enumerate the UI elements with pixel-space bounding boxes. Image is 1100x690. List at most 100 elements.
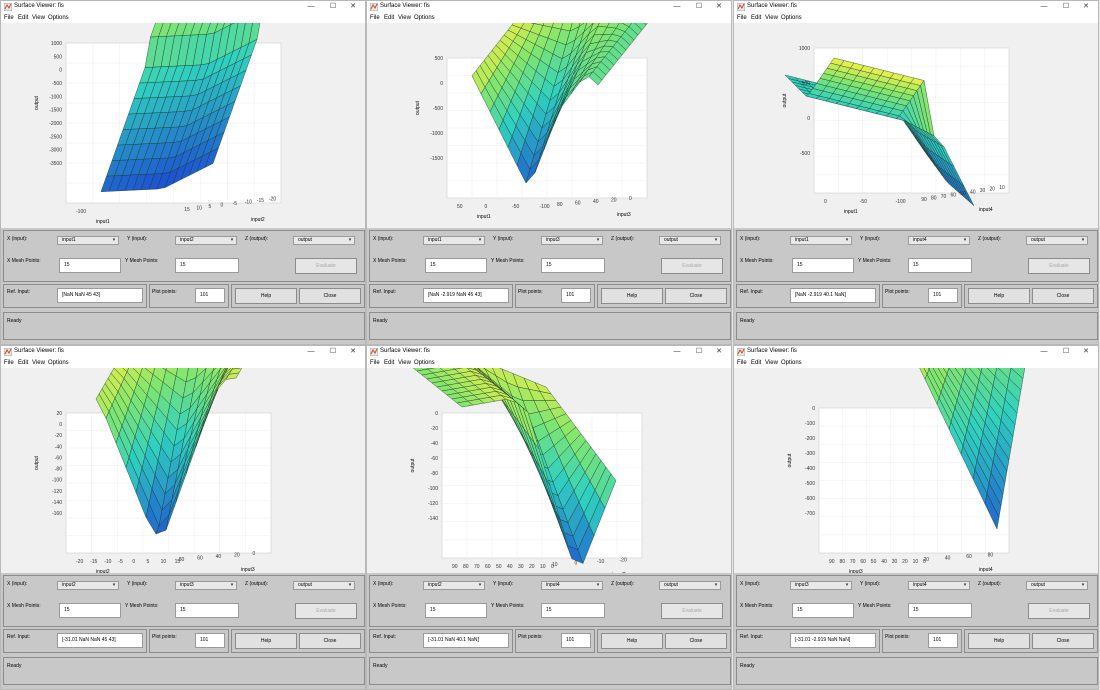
plot-area[interactable]: 1000 500 0 -500 output 0 -50 -100 input1 90 80 70 60… (734, 23, 1098, 228)
z-output-select[interactable]: output ▾ (1026, 236, 1088, 245)
menu-item-edit[interactable]: Edit (18, 15, 29, 21)
help-button[interactable]: Help (601, 633, 663, 649)
evaluate-button[interactable]: Evaluate (295, 603, 357, 619)
z-output-select[interactable]: output ▾ (293, 236, 355, 245)
maximize-button[interactable]: ☐ (329, 348, 337, 355)
minimize-button[interactable]: — (1040, 348, 1048, 355)
menu-item-edit[interactable]: Edit (384, 360, 395, 366)
close-window-button[interactable]: ✕ (716, 3, 722, 10)
y-input-select[interactable]: input4 ▾ (541, 581, 603, 590)
close-window-button[interactable]: ✕ (350, 348, 356, 355)
y-input-select[interactable]: input3 ▾ (541, 236, 603, 245)
minimize-button[interactable]: — (307, 3, 315, 10)
maximize-button[interactable]: ☐ (329, 3, 337, 10)
minimize-button[interactable]: — (673, 348, 681, 355)
close-button[interactable]: Close (299, 288, 361, 304)
close-button[interactable]: Close (1032, 288, 1094, 304)
menu-item-edit[interactable]: Edit (751, 15, 762, 21)
y-mesh-field[interactable]: 15 (175, 258, 239, 273)
z-output-select[interactable]: output ▾ (659, 236, 721, 245)
evaluate-button[interactable]: Evaluate (661, 603, 723, 619)
plot-points-field[interactable]: 101 (195, 633, 225, 648)
close-window-button[interactable]: ✕ (1083, 3, 1089, 10)
y-input-select[interactable]: input4 ▾ (908, 236, 970, 245)
x-mesh-field[interactable]: 15 (792, 603, 854, 618)
plot-points-field[interactable]: 101 (561, 288, 591, 303)
menu-item-file[interactable]: File (4, 360, 14, 366)
plot-area[interactable]: 500 0 -500 -1000 -1500 output 50 0 -50 -100 input1… (367, 23, 731, 228)
menu-item-options[interactable]: Options (781, 360, 802, 366)
maximize-button[interactable]: ☐ (1062, 3, 1070, 10)
minimize-button[interactable]: — (673, 3, 681, 10)
plot-points-field[interactable]: 101 (928, 288, 958, 303)
menu-item-options[interactable]: Options (48, 360, 69, 366)
menu-item-view[interactable]: View (32, 15, 45, 21)
menu-item-options[interactable]: Options (414, 15, 435, 21)
help-button[interactable]: Help (235, 288, 297, 304)
y-mesh-field[interactable]: 15 (908, 258, 972, 273)
y-input-select[interactable]: input4 ▾ (908, 581, 970, 590)
menu-item-view[interactable]: View (32, 360, 45, 366)
close-window-button[interactable]: ✕ (716, 348, 722, 355)
ref-input-field[interactable]: [NaN -2.919 NaN 45 43] (423, 288, 509, 303)
minimize-button[interactable]: — (1040, 3, 1048, 10)
x-input-select[interactable]: input3 ▾ (790, 581, 852, 590)
y-mesh-field[interactable]: 15 (541, 603, 605, 618)
menu-item-options[interactable]: Options (781, 15, 802, 21)
y-mesh-field[interactable]: 15 (908, 603, 972, 618)
menu-item-file[interactable]: File (370, 360, 380, 366)
menu-item-edit[interactable]: Edit (751, 360, 762, 366)
z-output-select[interactable]: output ▾ (293, 581, 355, 590)
minimize-button[interactable]: — (307, 348, 315, 355)
x-input-select[interactable]: input2 ▾ (57, 581, 119, 590)
maximize-button[interactable]: ☐ (695, 348, 703, 355)
menu-item-view[interactable]: View (398, 360, 411, 366)
plot-points-field[interactable]: 101 (561, 633, 591, 648)
x-input-select[interactable]: input2 ▾ (423, 581, 485, 590)
y-input-select[interactable]: input3 ▾ (175, 581, 237, 590)
menu-item-file[interactable]: File (370, 15, 380, 21)
close-window-button[interactable]: ✕ (350, 3, 356, 10)
ref-input-field[interactable]: [-31.01 -2.919 NaN NaN] (790, 633, 876, 648)
plot-area[interactable]: 0 -100 -200 -300 -400 -500 -600 -700 output 90 80 7… (734, 368, 1098, 573)
close-button[interactable]: Close (665, 288, 727, 304)
x-mesh-field[interactable]: 15 (59, 603, 121, 618)
plot-area[interactable]: 1000 500 0 -500 -1000 -1500 -2000 -2500 -3000 -35… (1, 23, 365, 228)
ref-input-field[interactable]: [-31.01 NaN NaN 45 43] (57, 633, 143, 648)
menu-item-view[interactable]: View (765, 360, 778, 366)
ref-input-field[interactable]: [NaN -2.919 40.1 NaN] (790, 288, 876, 303)
maximize-button[interactable]: ☐ (1062, 348, 1070, 355)
plot-area[interactable]: 0 -20 -40 -60 -80 -100 -120 -140 output 90 80 70 60 5… (367, 368, 731, 573)
menu-item-view[interactable]: View (765, 15, 778, 21)
x-mesh-field[interactable]: 15 (425, 603, 487, 618)
x-input-select[interactable]: input1 ▾ (790, 236, 852, 245)
menu-item-edit[interactable]: Edit (384, 15, 395, 21)
y-input-select[interactable]: input2 ▾ (175, 236, 237, 245)
menu-item-file[interactable]: File (737, 360, 747, 366)
close-button[interactable]: Close (665, 633, 727, 649)
help-button[interactable]: Help (968, 633, 1030, 649)
x-mesh-field[interactable]: 15 (425, 258, 487, 273)
menu-item-options[interactable]: Options (48, 15, 69, 21)
x-input-select[interactable]: input1 ▾ (423, 236, 485, 245)
x-input-select[interactable]: input1 ▾ (57, 236, 119, 245)
x-mesh-field[interactable]: 15 (59, 258, 121, 273)
menu-item-view[interactable]: View (398, 15, 411, 21)
close-button[interactable]: Close (299, 633, 361, 649)
ref-input-field[interactable]: [-31.01 NaN 40.1 NaN] (423, 633, 509, 648)
evaluate-button[interactable]: Evaluate (1028, 603, 1090, 619)
help-button[interactable]: Help (968, 288, 1030, 304)
x-mesh-field[interactable]: 15 (792, 258, 854, 273)
plot-area[interactable]: 20 0 -20 -40 -60 -80 -100 -120 -140 -160 output -20… (1, 368, 365, 573)
z-output-select[interactable]: output ▾ (1026, 581, 1088, 590)
menu-item-file[interactable]: File (4, 15, 14, 21)
plot-points-field[interactable]: 101 (195, 288, 225, 303)
evaluate-button[interactable]: Evaluate (1028, 258, 1090, 274)
evaluate-button[interactable]: Evaluate (661, 258, 723, 274)
menu-item-file[interactable]: File (737, 15, 747, 21)
evaluate-button[interactable]: Evaluate (295, 258, 357, 274)
close-button[interactable]: Close (1032, 633, 1094, 649)
help-button[interactable]: Help (601, 288, 663, 304)
z-output-select[interactable]: output ▾ (659, 581, 721, 590)
help-button[interactable]: Help (235, 633, 297, 649)
